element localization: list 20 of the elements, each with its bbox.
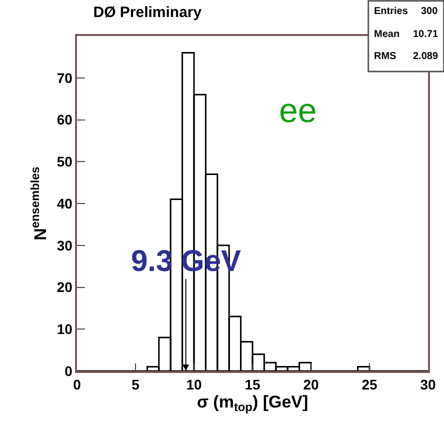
annotation: ee xyxy=(279,92,317,130)
y-tick-label: 20 xyxy=(56,279,73,296)
y-tick-label: 40 xyxy=(56,195,73,212)
x-tick-label: 25 xyxy=(362,376,378,393)
chart-title: DØ Preliminary xyxy=(93,4,202,21)
x-tick-label: 5 xyxy=(132,376,140,393)
y-tick-label: 10 xyxy=(56,321,73,338)
y-tick-label: 70 xyxy=(56,70,73,86)
x-tick-label: 20 xyxy=(303,376,319,393)
text: Entries 300 xyxy=(374,6,438,17)
text: RMS 2.089 xyxy=(374,51,438,62)
x-tick-label: 30 xyxy=(420,376,436,393)
y-tick-label: 50 xyxy=(56,154,73,170)
x-tick-label: 15 xyxy=(244,376,260,393)
x-tick-label: 10 xyxy=(186,376,202,393)
y-tick-label: 0 xyxy=(64,362,73,379)
y-tick-label: 60 xyxy=(56,112,73,128)
text: Mean 10.71 xyxy=(374,29,438,40)
y-tick-label: 30 xyxy=(56,237,73,254)
x-axis-title: σ (m$_{top}$) [GeV] xyxy=(196,392,308,414)
